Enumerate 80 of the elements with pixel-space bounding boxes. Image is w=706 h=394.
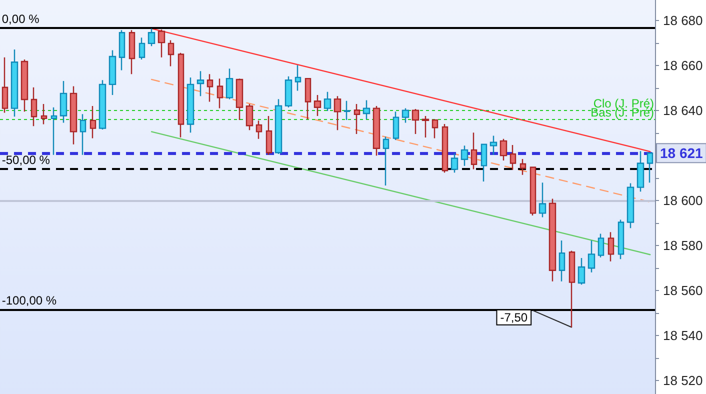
annotation: -100,00 % [2, 294, 57, 308]
candlestick [148, 28, 156, 47]
candlestick [324, 91, 332, 112]
candlestick [450, 152, 458, 174]
candlestick [578, 257, 586, 286]
y-tick-label: 18 580 [663, 238, 703, 253]
candlestick [538, 182, 546, 218]
candlestick [500, 138, 508, 162]
candlestick [588, 240, 596, 274]
candlestick [510, 144, 516, 171]
y-tick-label: 18 560 [663, 282, 703, 298]
candlestick [304, 78, 312, 120]
candlestick [128, 30, 136, 75]
candlestick [618, 219, 624, 260]
candlestick [70, 86, 78, 145]
candlestick [216, 78, 224, 109]
candlestick [392, 111, 400, 141]
candlestick [80, 114, 86, 156]
candlestick [226, 68, 234, 100]
candlestick [470, 132, 478, 170]
y-tick-label: 18 520 [663, 372, 703, 388]
candlestick [178, 52, 184, 138]
candlestick [274, 98, 282, 155]
candlestick [256, 120, 262, 140]
annotation: -7,50 [500, 310, 528, 324]
candlestick [2, 56, 8, 114]
candlestick [20, 58, 28, 112]
candlestick [294, 64, 302, 92]
candlestick [60, 80, 68, 124]
candlestick [40, 103, 48, 125]
candlestick [118, 30, 126, 71]
candlestick [422, 115, 430, 138]
candlestick [558, 240, 566, 282]
candlestick [158, 28, 166, 58]
candlestick [412, 108, 420, 135]
candlestick [372, 105, 380, 156]
candlestick [98, 80, 106, 130]
y-tick-label: 18 540 [663, 328, 703, 343]
candlestick [490, 135, 498, 156]
candlestick [598, 233, 604, 258]
candlestick [246, 103, 254, 131]
candlestick [520, 158, 526, 176]
candlestick [382, 136, 390, 186]
y-tick-label: 18 600 [663, 192, 703, 208]
candlestick [460, 145, 468, 167]
candlestick [30, 86, 38, 127]
candlestick [314, 94, 322, 117]
candlestick [334, 96, 342, 131]
annotation: -50,00 % [2, 152, 50, 167]
candlestick [10, 48, 18, 118]
candlestick [608, 232, 614, 262]
candlestick [266, 115, 272, 156]
candlestick [354, 103, 360, 135]
ref-line-label: 18 621 [660, 145, 704, 162]
candlestick [284, 76, 292, 108]
candlestick [168, 40, 174, 67]
candlestick [344, 100, 350, 121]
candlestick [480, 144, 488, 182]
candlestick [206, 73, 214, 102]
annotation: 0,00 % [2, 12, 40, 26]
candlestick [636, 150, 644, 192]
y-tick-label: 18 660 [663, 58, 703, 73]
candlestick [90, 105, 96, 139]
candlestick [442, 123, 448, 174]
candlestick [568, 250, 576, 328]
candlestick [432, 119, 438, 139]
candlestick [626, 182, 634, 229]
candlestick [402, 108, 410, 124]
candlestick [530, 166, 536, 216]
candlestick [50, 106, 58, 156]
candlestick [108, 50, 116, 96]
candlestick [646, 152, 654, 184]
candlestick [362, 100, 370, 120]
candlestick [236, 78, 244, 121]
candlestick [548, 198, 556, 282]
candlestick [196, 70, 204, 97]
y-tick-label: 18 640 [663, 102, 703, 118]
candlestick [138, 37, 146, 60]
candlestick [186, 76, 194, 134]
y-tick-label: 18 680 [663, 12, 703, 28]
